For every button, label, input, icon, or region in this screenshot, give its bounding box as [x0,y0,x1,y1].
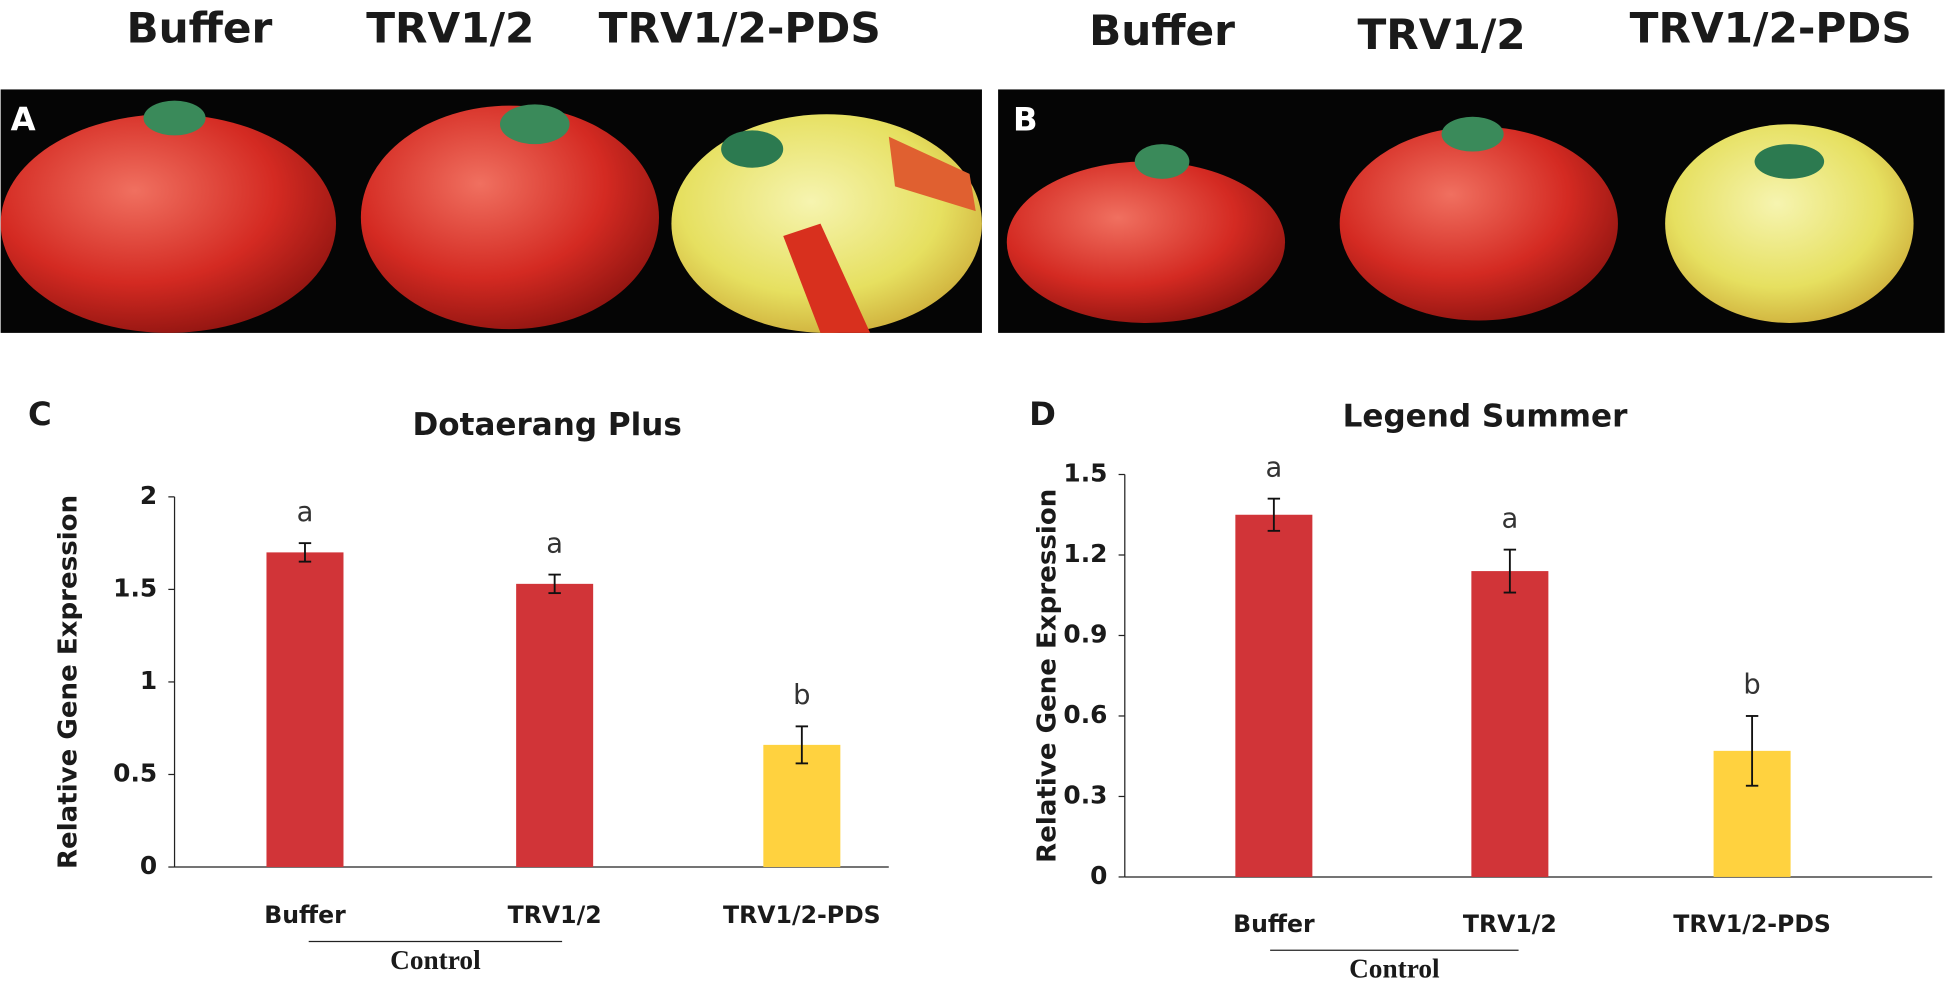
significance-letter: b [793,680,810,711]
y-tick-label: 1.5 [113,573,157,602]
panel-letter: D [1029,395,1056,433]
y-axis-label: Relative Gene Expression [53,495,83,869]
bar [516,583,594,868]
panel-letter: A [11,101,36,139]
photo-label: TRV1/2 [1357,10,1525,59]
photo-panel-b [998,89,1945,333]
x-tick-label: Buffer [264,901,346,929]
y-tick-label: 0 [140,851,157,880]
y-tick-label: 0.9 [1063,619,1107,648]
chart-title: Dotaerang Plus [413,407,682,443]
x-tick-label: Buffer [1233,910,1315,938]
photo-label: TRV1/2-PDS [599,4,881,53]
photo-label: TRV1/2 [366,4,534,53]
chart-title: Legend Summer [1343,398,1628,434]
y-axis-label: Relative Gene Expression [1032,489,1062,863]
significance-letter: a [1265,452,1282,483]
photo-panel-a [0,89,982,333]
significance-letter: a [1501,503,1518,534]
bar [266,552,344,868]
y-tick-label: 2 [140,481,157,510]
group-label: Control [1349,954,1440,984]
significance-letter: b [1743,670,1760,701]
y-tick-label: 0.3 [1063,780,1107,809]
bar [763,744,841,868]
group-label: Control [390,945,481,975]
bar [1471,571,1549,877]
significance-letter: a [546,528,563,559]
y-tick-label: 1 [140,666,157,695]
significance-letter: a [297,497,314,528]
y-tick-label: 0 [1090,861,1107,890]
x-tick-label: TRV1/2 [1463,910,1557,938]
x-tick-label: TRV1/2 [508,901,602,929]
panel-letter: B [1013,101,1038,139]
y-tick-label: 0.6 [1063,700,1107,729]
y-tick-label: 1.2 [1063,539,1107,568]
x-tick-label: TRV1/2-PDS [723,901,881,929]
photo-label: TRV1/2-PDS [1630,4,1912,53]
y-tick-label: 1.5 [1063,459,1107,488]
y-tick-label: 0.5 [113,758,157,787]
bar [1235,514,1313,877]
x-tick-label: TRV1/2-PDS [1673,910,1831,938]
panel-letter: C [28,395,52,433]
photo-label: Buffer [126,4,272,53]
photo-label: Buffer [1089,6,1235,55]
